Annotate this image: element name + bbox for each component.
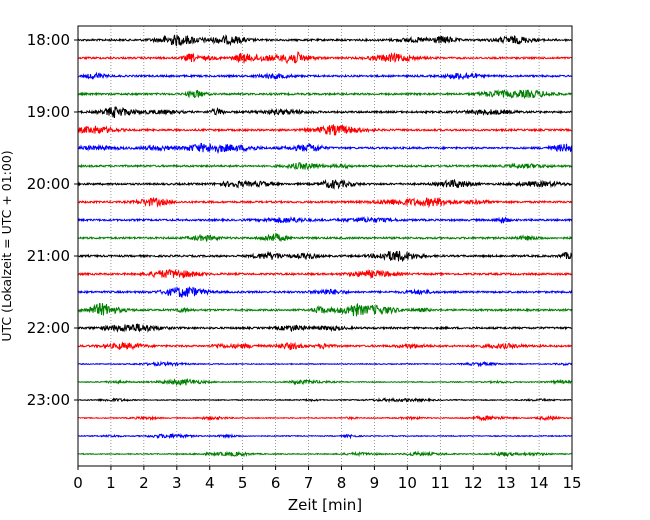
trace-line — [77, 232, 573, 243]
trace-line — [77, 34, 573, 47]
x-tick-label: 12 — [464, 474, 483, 492]
trace-line — [77, 124, 573, 136]
x-tick-label: 14 — [530, 474, 549, 492]
trace-line — [77, 450, 573, 458]
trace-line — [77, 432, 573, 440]
x-tick-label: 7 — [304, 474, 314, 492]
x-tick-label: 15 — [562, 474, 581, 492]
x-tick-label: 2 — [139, 474, 149, 492]
x-tick-label: 10 — [398, 474, 417, 492]
y-tick-label: 20:00 — [27, 175, 70, 193]
trace-line — [77, 178, 573, 190]
y-axis-label: UTC (Lokalzeit = UTC + 01:00) — [0, 150, 14, 341]
plot-background — [78, 26, 572, 466]
trace-line — [77, 341, 573, 351]
y-tick-label: 18:00 — [27, 31, 70, 49]
y-tick-label: 21:00 — [27, 247, 70, 265]
x-tick-label: 1 — [106, 474, 116, 492]
x-tick-label: 6 — [271, 474, 281, 492]
trace-line — [77, 51, 573, 65]
trace-line — [77, 397, 573, 404]
trace-line — [77, 268, 573, 279]
trace-line — [77, 285, 573, 298]
x-tick-label: 0 — [73, 474, 83, 492]
y-axis-ticks: 18:00 19:00 20:00 21:00 22:00 23:00 — [27, 31, 78, 409]
trace-line — [77, 303, 573, 317]
trace-line — [77, 89, 573, 100]
y-tick-label: 22:00 — [27, 319, 70, 337]
trace-line — [77, 106, 573, 119]
trace-line — [77, 377, 573, 387]
x-tick-label: 4 — [205, 474, 215, 492]
x-axis-ticks: 0 1 2 3 4 5 6 7 8 9 10 11 12 13 14 15 — [73, 466, 582, 492]
x-tick-label: 13 — [497, 474, 516, 492]
trace-line — [77, 414, 573, 422]
x-tick-label: 5 — [238, 474, 248, 492]
trace-line — [77, 323, 573, 333]
seismic-traces — [77, 34, 573, 458]
x-axis-label: Zeit [min] — [288, 496, 362, 514]
plot-frame — [77, 25, 573, 467]
x-tick-label: 3 — [172, 474, 182, 492]
trace-line — [77, 250, 573, 262]
x-tick-label: 9 — [370, 474, 380, 492]
x-tick-label: 11 — [431, 474, 450, 492]
trace-line — [77, 142, 573, 155]
x-tick-label: 8 — [337, 474, 347, 492]
trace-line — [77, 71, 573, 80]
trace-line — [77, 360, 573, 368]
trace-line — [77, 215, 573, 224]
y-tick-label: 19:00 — [27, 103, 70, 121]
trace-line — [77, 197, 573, 209]
trace-line — [77, 162, 573, 171]
vertical-grid-lines — [110, 26, 540, 466]
y-tick-label: 23:00 — [27, 391, 70, 409]
